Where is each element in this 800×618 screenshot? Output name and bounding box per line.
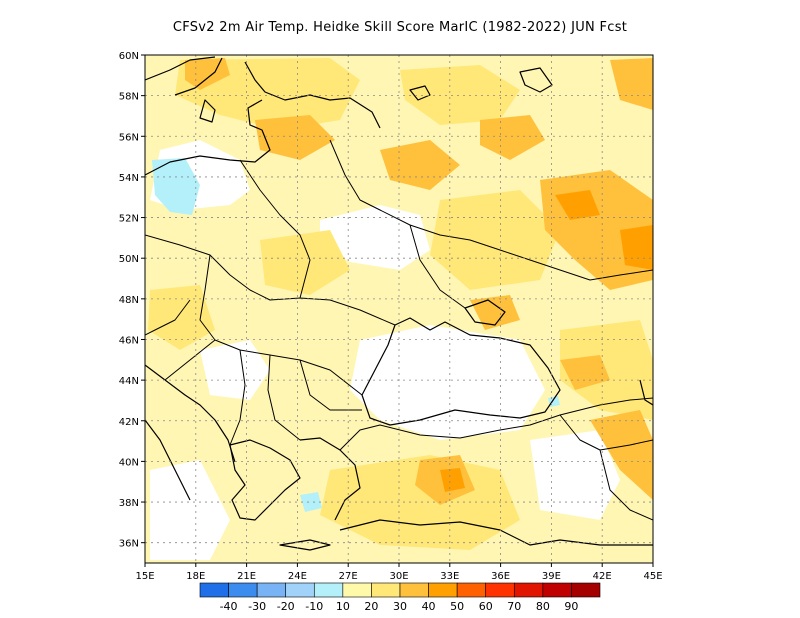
- colorbar-label: 50: [450, 600, 464, 613]
- caspian-coast: [639, 379, 653, 406]
- x-tick-label: 42E: [593, 571, 612, 582]
- y-tick-label: 60N: [119, 51, 139, 62]
- y-axis: 36N 38N 40N 42N 44N 46N 48N 50N 52N 54N 56N 58N 60N: [119, 51, 145, 550]
- shading-orange: [185, 58, 653, 505]
- colorbar-label: 60: [479, 600, 493, 613]
- shading-light-blue: [152, 158, 560, 512]
- colorbar-swatch: [571, 582, 601, 598]
- y-tick-label: 38N: [119, 498, 139, 509]
- colorbar-label: 20: [364, 600, 378, 613]
- colorbar-swatch: [199, 582, 229, 598]
- x-tick-label: 18E: [186, 571, 205, 582]
- y-tick-label: 36N: [119, 539, 139, 550]
- colorbar-swatch: [456, 582, 487, 598]
- y-tick-label: 52N: [119, 214, 139, 225]
- y-tick-label: 56N: [119, 132, 139, 143]
- colorbar-swatch: [228, 582, 258, 598]
- y-tick-label: 58N: [119, 92, 139, 103]
- y-tick-label: 50N: [119, 254, 139, 265]
- turkey-south-coast: [339, 519, 653, 546]
- x-axis: 15E 18E 21E 24E 27E 30E 33E 36E 39E 42E 45E: [135, 563, 663, 582]
- ladoga-lake: [409, 67, 553, 101]
- colorbar: -40 -30 -20 -10 10 20 30 40 50 60 70 80 90: [199, 582, 601, 613]
- x-tick-label: 33E: [440, 571, 459, 582]
- colorbar-label: 40: [422, 600, 436, 613]
- lat-lon-grid: [145, 55, 653, 563]
- x-tick-label: 27E: [339, 571, 358, 582]
- colorbar-label: -40: [220, 600, 238, 613]
- colorbar-label: 10: [336, 600, 350, 613]
- x-tick-label: 45E: [643, 571, 662, 582]
- colorbar-label: -20: [277, 600, 295, 613]
- black-sea-coast: [361, 317, 561, 426]
- colorbar-swatch: [256, 582, 287, 598]
- baltic-south-coast: [145, 99, 271, 176]
- azov-sea-coast: [464, 299, 506, 326]
- x-tick-label: 39E: [542, 571, 561, 582]
- colorbar-label: 80: [536, 600, 550, 613]
- crete-island: [279, 539, 331, 551]
- colorbar-swatch: [285, 582, 315, 598]
- x-tick-label: 15E: [135, 571, 154, 582]
- map-plot-area: [145, 55, 653, 563]
- greece-coast: [229, 437, 361, 521]
- x-tick-label: 24E: [288, 571, 307, 582]
- scandinavia-coast: [145, 56, 381, 129]
- colorbar-label: -30: [248, 600, 266, 613]
- colorbar-swatch: [428, 582, 458, 598]
- y-tick-label: 40N: [119, 457, 139, 468]
- y-tick-label: 48N: [119, 295, 139, 306]
- y-tick-label: 42N: [119, 417, 139, 428]
- colorbar-swatch: [313, 582, 344, 598]
- y-tick-label: 46N: [119, 335, 139, 346]
- colorbar-swatch: [342, 582, 372, 598]
- colorbar-swatch: [399, 582, 429, 598]
- colorbar-label: 90: [564, 600, 578, 613]
- y-tick-label: 44N: [119, 376, 139, 387]
- x-tick-label: 36E: [491, 571, 510, 582]
- map-title: CFSv2 2m Air Temp. Heidke Skill Score Ma…: [172, 20, 628, 35]
- x-tick-label: 21E: [237, 571, 256, 582]
- colorbar-label: 70: [507, 600, 521, 613]
- colorbar-label: -10: [305, 600, 323, 613]
- x-tick-label: 30E: [389, 571, 408, 582]
- y-tick-label: 54N: [119, 173, 139, 184]
- colorbar-swatch: [542, 582, 572, 598]
- country-borders: [145, 139, 653, 521]
- colorbar-swatch: [371, 582, 401, 598]
- colorbar-swatch: [485, 582, 515, 598]
- colorbar-label: 30: [393, 600, 407, 613]
- colorbar-swatch: [513, 582, 544, 598]
